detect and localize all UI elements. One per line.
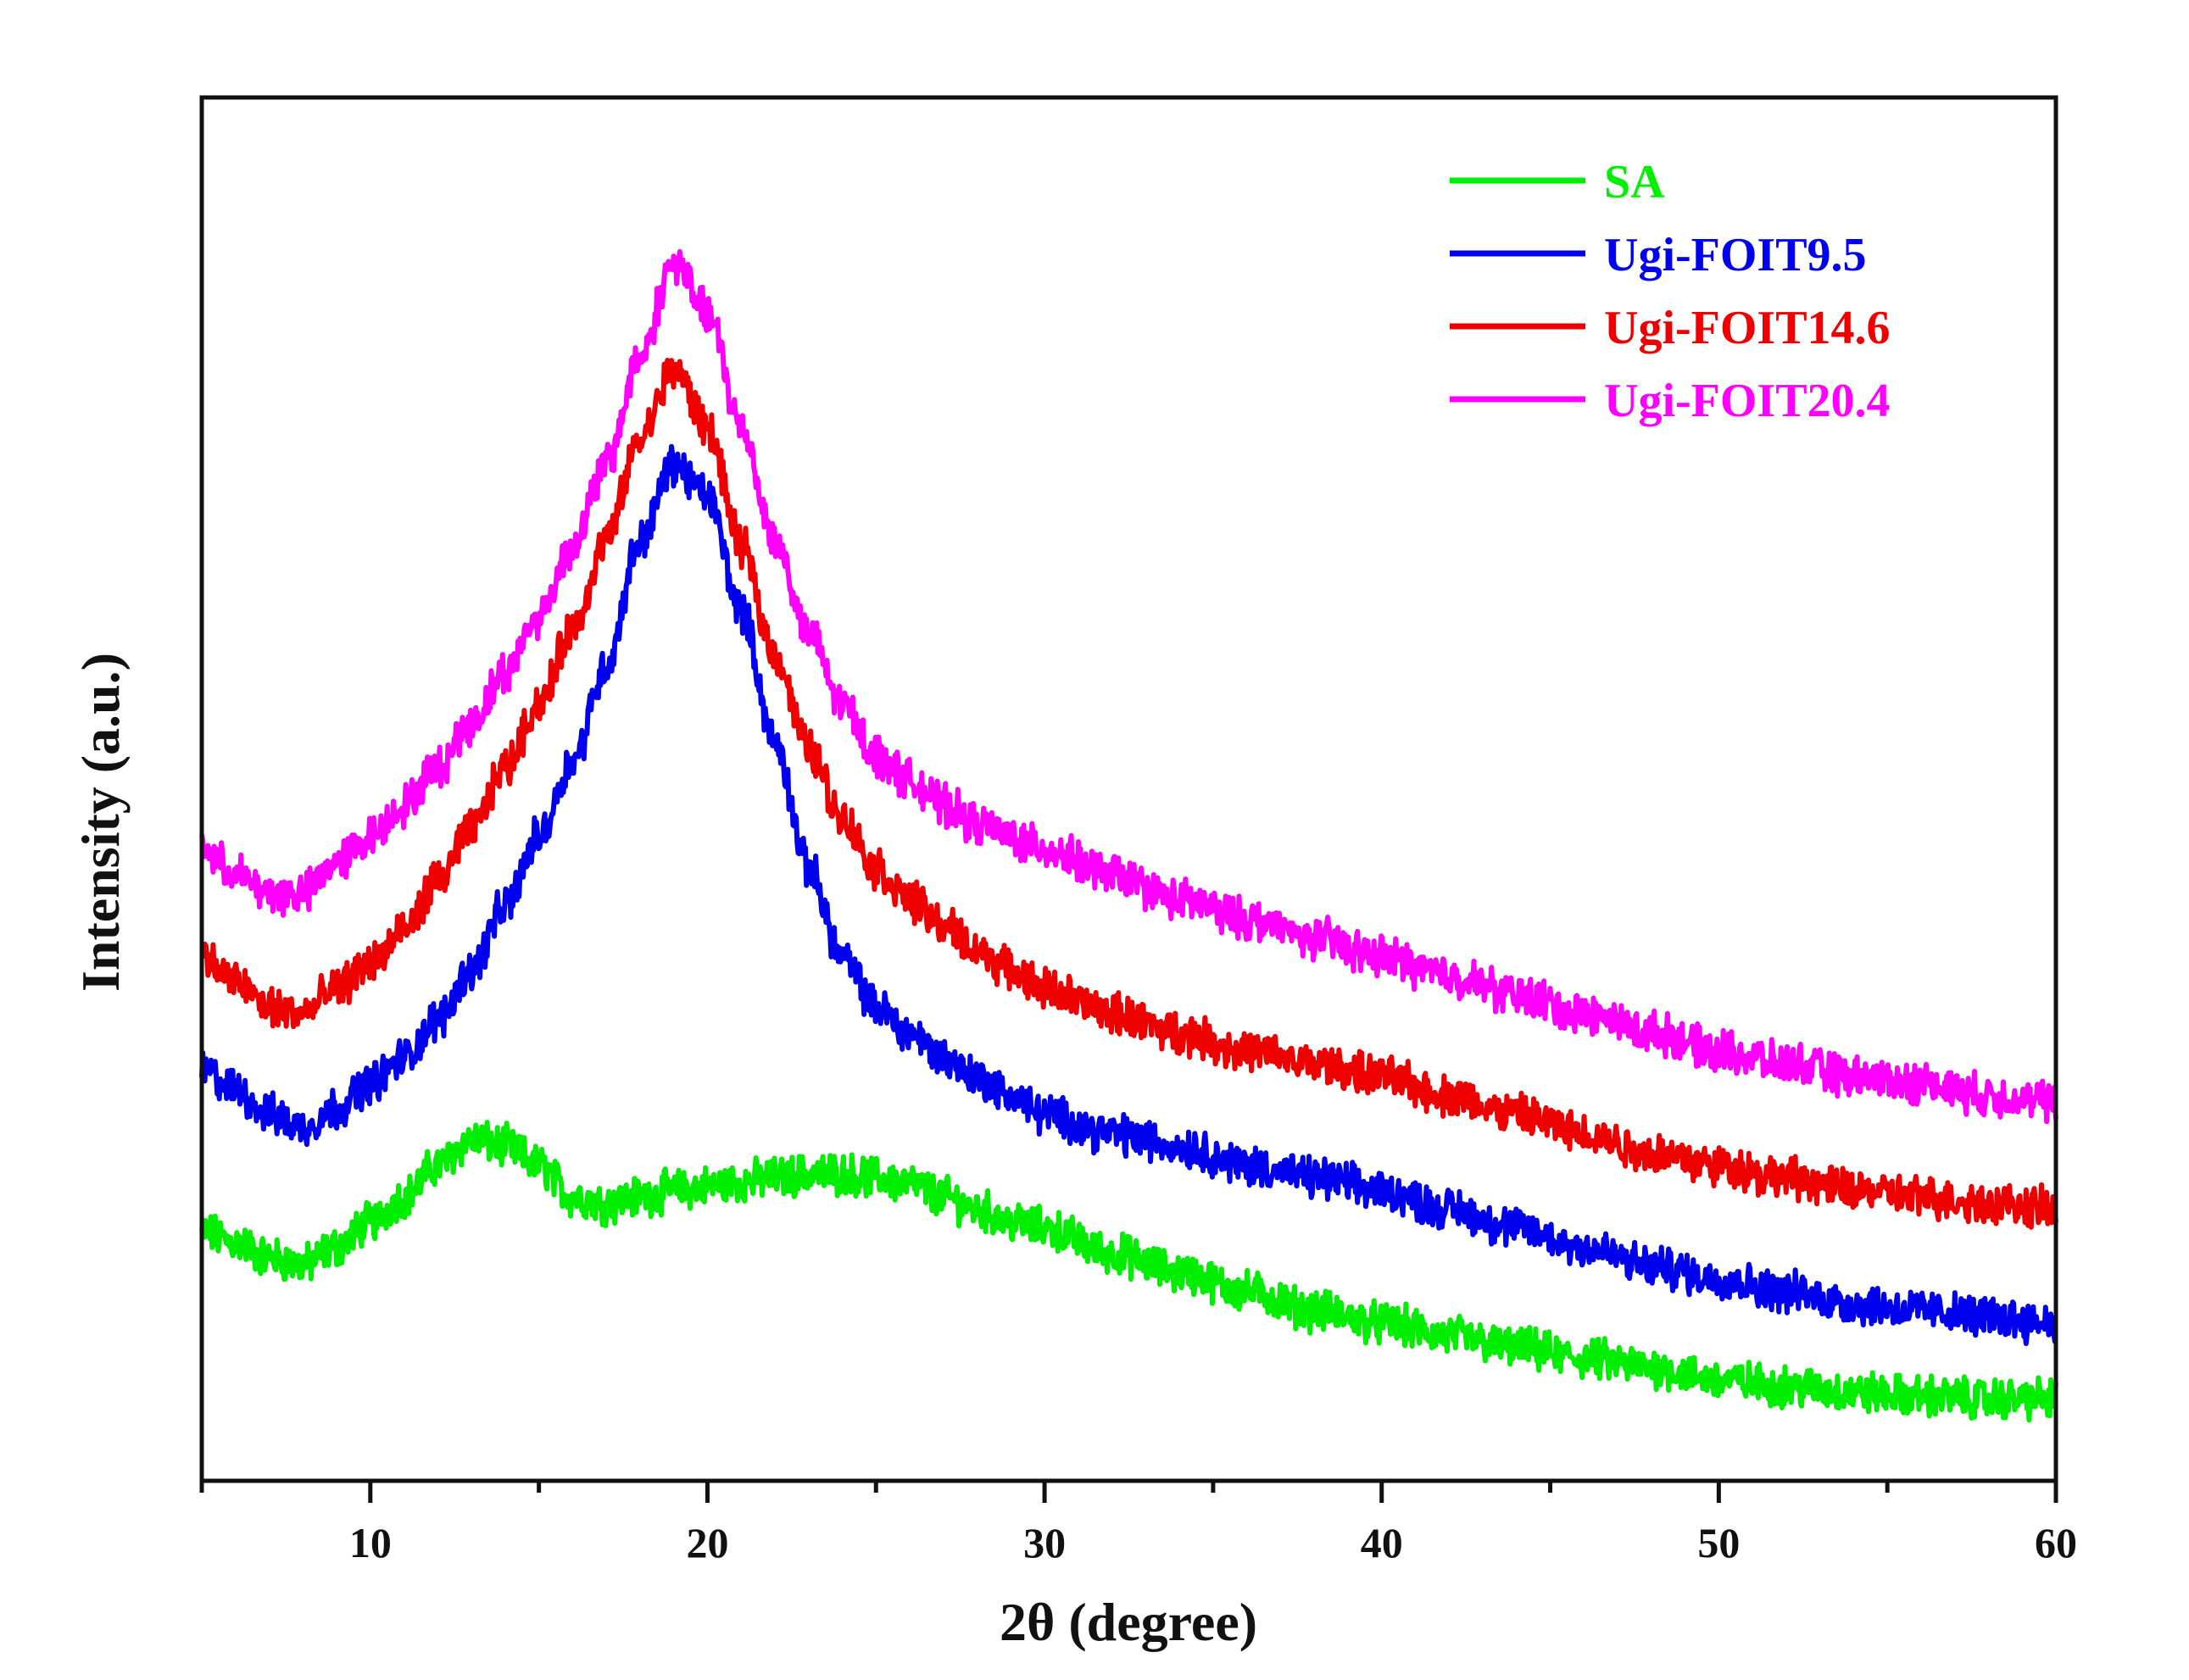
legend-label: Ugi-FOIT20.4: [1604, 375, 1891, 427]
series-line-ugi-foit14-6: [199, 358, 2058, 1230]
legend-label: SA: [1604, 156, 1665, 209]
plot-frame: [199, 95, 2058, 1483]
series-layer: [199, 249, 2058, 1423]
series-line-ugi-foit20-4: [199, 249, 2058, 1125]
y-axis-title: Intensity (a.u.): [70, 653, 131, 992]
x-axis-tick-labels: 10 20 30 40 50 60: [349, 1519, 2077, 1566]
x-tick-label: 10: [349, 1519, 392, 1566]
series-line-ugi-foit9-5: [199, 443, 2058, 1346]
x-tick-label: 60: [2035, 1519, 2077, 1566]
legend-label: Ugi-FOIT9.5: [1604, 229, 1867, 281]
x-tick-label: 20: [686, 1519, 728, 1566]
x-axis-ticks: [199, 1481, 2058, 1503]
x-tick-label: 50: [1697, 1519, 1740, 1566]
x-tick-label: 40: [1361, 1519, 1403, 1566]
legend-label: Ugi-FOIT14.6: [1604, 302, 1891, 354]
x-axis-title: 2θ (degree): [1000, 1592, 1257, 1652]
legend: SA Ugi-FOIT9.5 Ugi-FOIT14.6 Ugi-FOIT20.4: [1450, 156, 1891, 427]
x-tick-label: 30: [1023, 1519, 1066, 1566]
series-line-sa: [199, 1120, 2058, 1423]
